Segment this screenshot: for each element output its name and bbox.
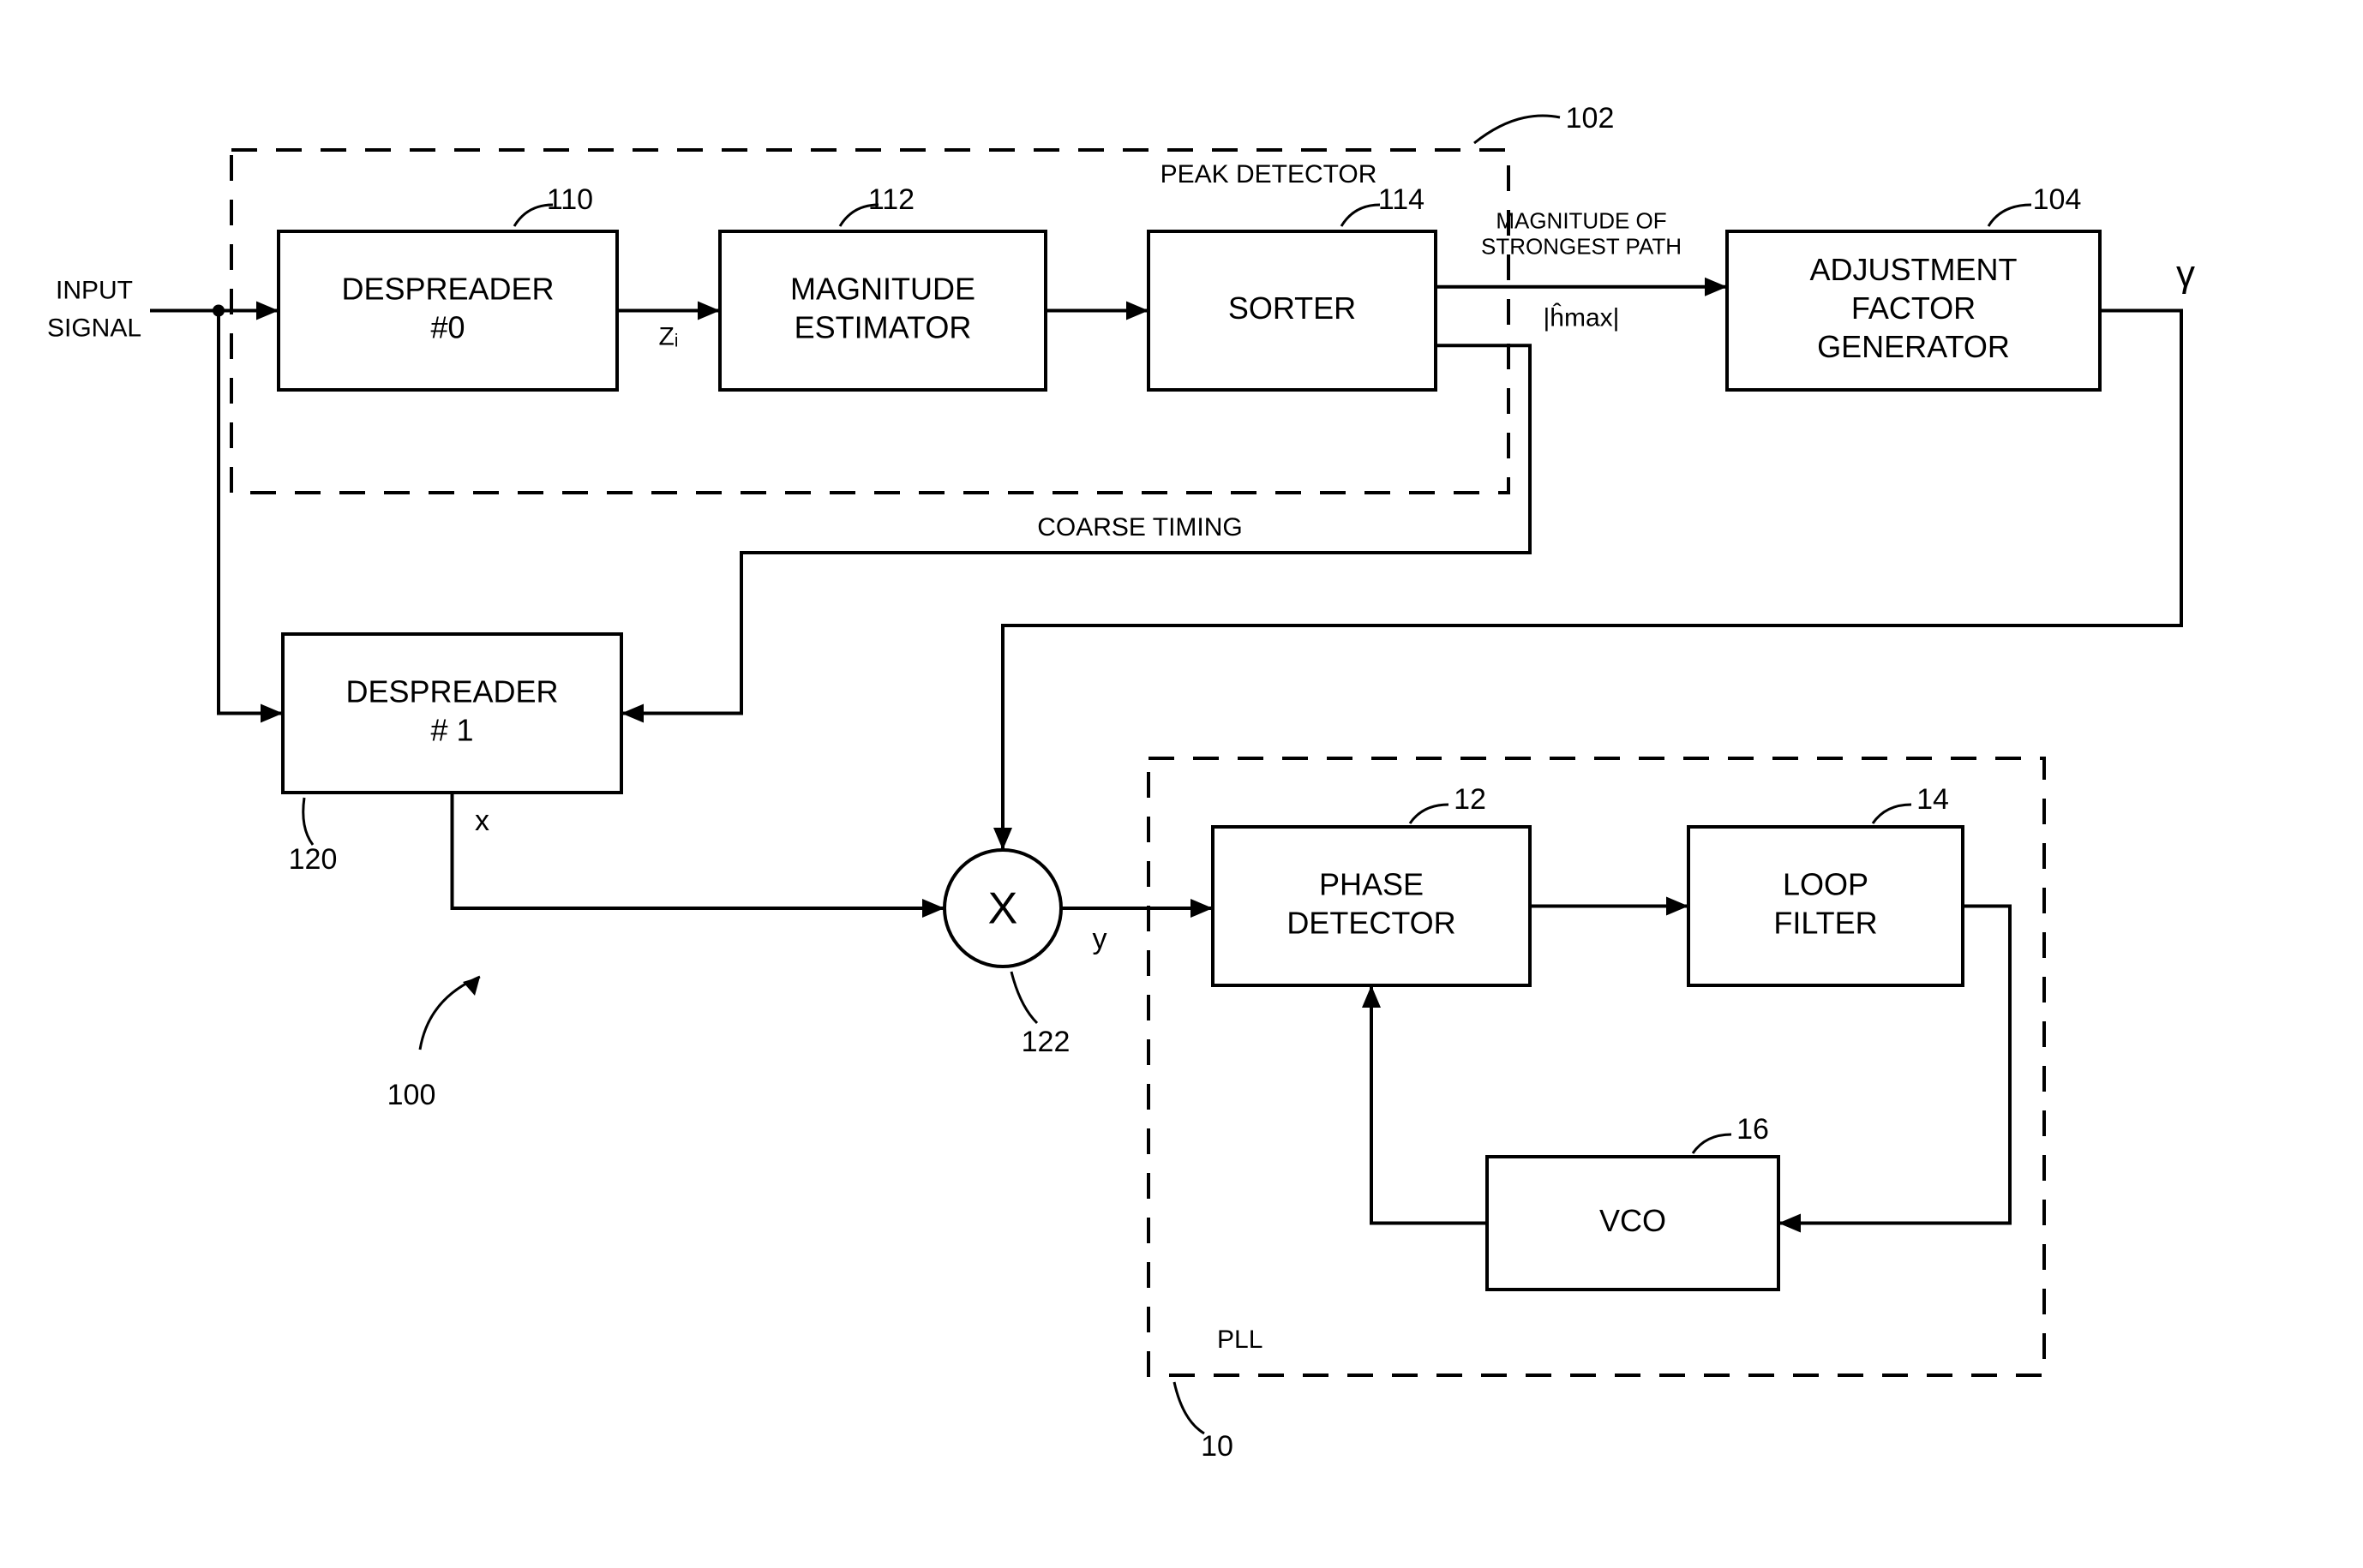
svg-text:SIGNAL: SIGNAL: [47, 314, 141, 342]
svg-text:120: 120: [289, 843, 338, 876]
svg-text:|ĥmax|: |ĥmax|: [1544, 303, 1620, 332]
svg-text:COARSE TIMING: COARSE TIMING: [1037, 513, 1242, 542]
group-pll: [1149, 758, 2044, 1375]
svg-text:104: 104: [2033, 183, 2082, 216]
svg-text:INPUT: INPUT: [56, 276, 133, 304]
svg-text:γ: γ: [2176, 253, 2195, 295]
group-peak-detector: [231, 150, 1508, 493]
svg-text:102: 102: [1566, 102, 1615, 135]
svg-text:122: 122: [1022, 1026, 1071, 1058]
svg-text:STRONGEST PATH: STRONGEST PATH: [1481, 234, 1682, 260]
block-despreader-1: [283, 634, 621, 793]
block-adjustment-factor-generator: [1727, 231, 2100, 390]
svg-text:MAGNITUDE OF: MAGNITUDE OF: [1496, 208, 1666, 234]
multiplier-node: [945, 850, 1061, 967]
svg-text:y: y: [1093, 923, 1107, 955]
svg-text:100: 100: [387, 1079, 436, 1111]
svg-text:10: 10: [1201, 1430, 1233, 1463]
svg-text:x: x: [475, 805, 489, 837]
